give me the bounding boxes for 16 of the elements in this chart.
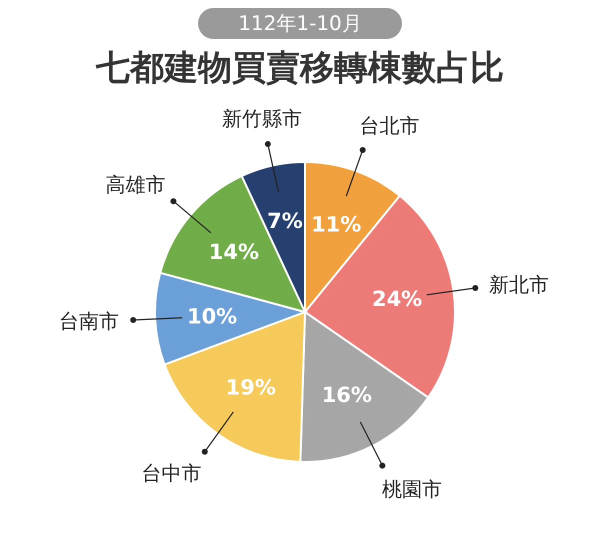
data-label: 24% — [372, 287, 422, 312]
data-label: 16% — [322, 383, 372, 408]
data-label: 11% — [311, 212, 362, 236]
slice-label: 新北市 — [489, 272, 550, 296]
slice-label: 新竹縣市 — [222, 106, 302, 131]
data-label: 14% — [208, 240, 259, 264]
slice-label: 台北市 — [359, 113, 420, 138]
data-label: 10% — [186, 304, 238, 328]
chart-subtitle: 112年1-10月 — [198, 8, 402, 39]
chart-title: 七都建物買賣移轉棟數占比 — [94, 47, 505, 90]
data-label: 7% — [267, 209, 303, 234]
slice-label: 台中市 — [142, 460, 202, 485]
slice-label: 台南市 — [59, 309, 120, 334]
slice-label: 高雄市 — [106, 172, 166, 196]
slice-label: 桃園市 — [382, 476, 442, 501]
data-label: 19% — [226, 376, 276, 400]
